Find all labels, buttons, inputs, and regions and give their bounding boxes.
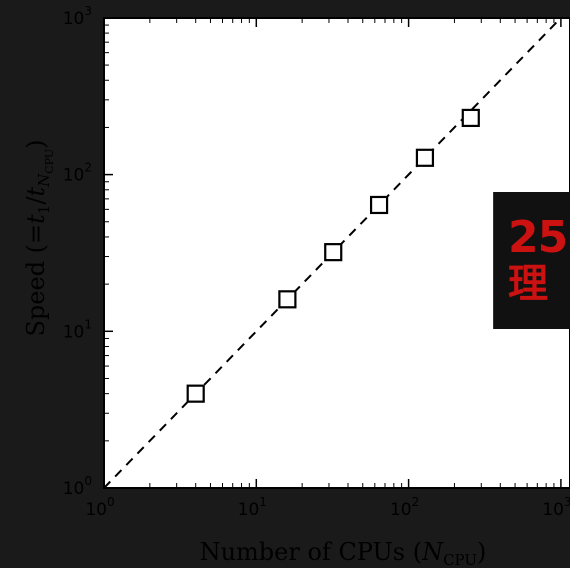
x-tick-label: 100 [85,495,114,520]
overlay-banner: 25 理 [493,192,570,329]
x-tick-labels: 100 101 102 103 [85,495,570,520]
overlay-line-1: 25 [508,212,568,263]
y-tick-label: 100 [63,474,92,499]
data-point-marker [415,148,435,167]
data-point-marker [324,243,343,262]
x-tick-label: 101 [238,495,267,520]
data-point-marker [369,195,389,215]
x-tick-label: 102 [390,495,419,520]
overlay-line-2: 理 [508,261,548,307]
data-point-marker [461,108,480,128]
plot-frame [103,17,570,489]
y-axis-label: Speed (=t1/tNCPU) [22,139,56,336]
overlay-text: 25 理 [508,216,568,307]
x-axis-label: Number of CPUs (NCPU) [200,538,487,568]
data-markers [186,108,480,403]
data-point-marker [278,290,297,309]
y-tick-label: 103 [63,4,92,29]
y-tick-label: 102 [63,161,92,186]
y-tick-label: 101 [63,317,92,342]
y-tick-labels: 100 101 102 103 [63,4,92,499]
data-point-marker [186,384,205,403]
x-tick-label: 103 [542,495,570,520]
